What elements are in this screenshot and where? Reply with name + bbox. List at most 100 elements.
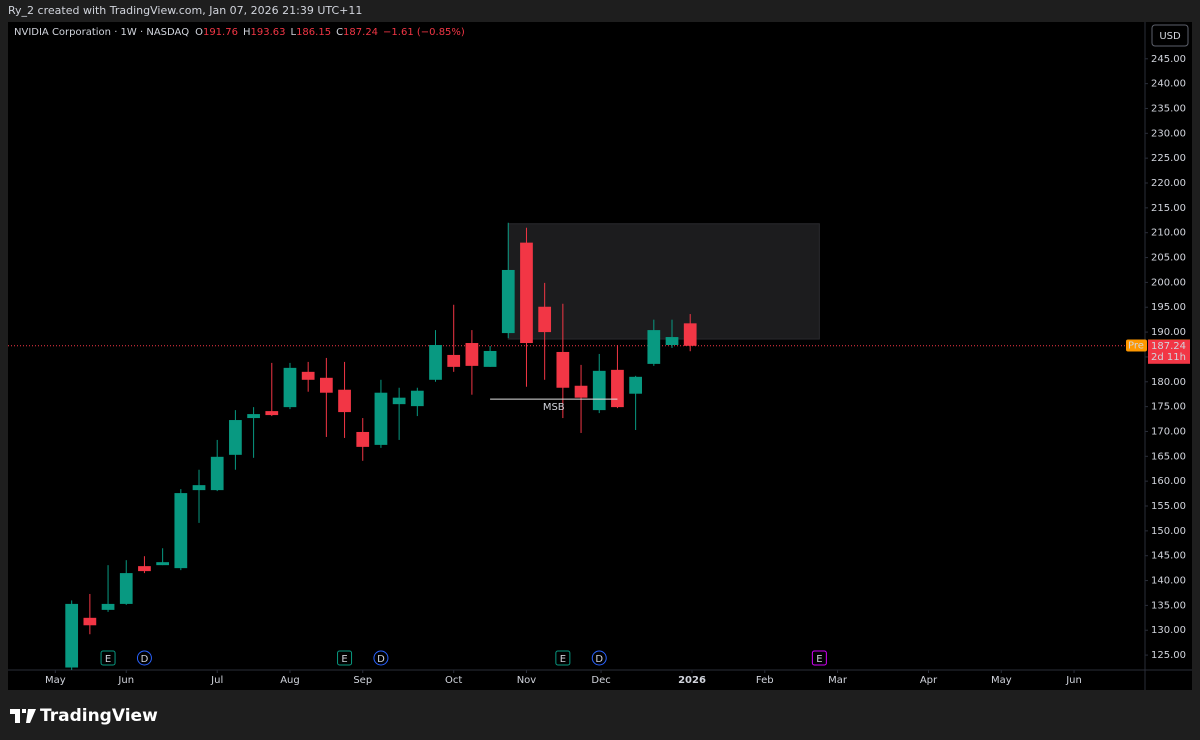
candle-body <box>319 377 333 393</box>
logo-icon <box>10 709 36 723</box>
y-tick-label: 210.00 <box>1151 228 1186 239</box>
event-badge <box>337 650 353 666</box>
x-tick-label: Apr <box>920 675 938 686</box>
y-tick-label: 230.00 <box>1151 128 1186 139</box>
y-tick-label: 220.00 <box>1151 178 1186 189</box>
candle-body <box>210 456 224 491</box>
candle-body <box>374 392 388 445</box>
event-label: E <box>816 654 822 665</box>
candle-body <box>647 330 661 364</box>
candle-body <box>156 562 169 566</box>
x-tick-label: Dec <box>591 675 610 686</box>
currency-button[interactable] <box>1151 24 1189 47</box>
candle-body <box>447 354 461 367</box>
y-tick-label: 235.00 <box>1151 103 1186 114</box>
last-price: 187.24 <box>1151 341 1186 352</box>
ohlc-value: 186.15 <box>296 27 332 38</box>
candle-body <box>665 337 679 346</box>
x-tick-label: May <box>991 675 1012 686</box>
last-price-tag <box>1148 339 1190 364</box>
pre-tag <box>1126 339 1147 352</box>
y-tick-label: 170.00 <box>1151 426 1186 437</box>
brand: TradingView <box>40 706 158 726</box>
candle-body <box>283 367 297 408</box>
candle-body <box>556 351 570 388</box>
candle-body <box>465 343 479 366</box>
y-tick-label: 200.00 <box>1151 277 1186 288</box>
candle-body <box>229 420 242 455</box>
x-tick-label: Nov <box>517 675 537 686</box>
candle-body <box>483 350 497 367</box>
x-tick-label: Aug <box>280 675 300 686</box>
ohlc-label: O <box>195 27 203 38</box>
pre-label: Pre <box>1128 341 1144 352</box>
y-tick-label: 135.00 <box>1151 600 1186 611</box>
currency[interactable]: USD <box>1159 31 1181 42</box>
ohlc-label: L <box>290 27 297 38</box>
ohlc-label: H <box>242 27 251 38</box>
y-tick-label: 205.00 <box>1151 253 1186 264</box>
y-tick-label: 150.00 <box>1151 526 1186 537</box>
event-badge <box>100 650 116 666</box>
event-badge <box>136 650 152 666</box>
y-tick-label: 190.00 <box>1151 327 1186 338</box>
ohlc-value: 193.63 <box>250 27 286 38</box>
candle-body <box>611 369 624 408</box>
event-label: D <box>141 654 149 665</box>
candle-body <box>174 493 188 569</box>
candle-body <box>119 573 133 604</box>
y-tick-label: 125.00 <box>1151 650 1186 661</box>
event-label: E <box>341 654 347 665</box>
y-tick-label: 140.00 <box>1151 576 1186 587</box>
y-tick-label: 225.00 <box>1151 153 1186 164</box>
y-tick-label: 180.00 <box>1151 377 1186 388</box>
y-tick-label: 145.00 <box>1151 551 1186 562</box>
y-tick-label: 165.00 <box>1151 451 1186 462</box>
event-label: D <box>595 654 603 665</box>
y-tick-label: 175.00 <box>1151 402 1186 413</box>
symbol: NVIDIA Corporation · 1W · NASDAQ <box>14 27 190 38</box>
event-badge <box>373 650 389 666</box>
x-tick-label: Mar <box>828 675 848 686</box>
candle-body <box>592 370 606 411</box>
candle-body <box>629 376 642 394</box>
candle-body <box>392 397 406 405</box>
y-tick-label: 245.00 <box>1151 54 1186 65</box>
candle-body <box>356 431 370 447</box>
chart-area <box>8 22 1192 690</box>
candle-body <box>301 371 315 380</box>
msb-label: MSB <box>543 402 565 413</box>
y-tick-label: 130.00 <box>1151 625 1186 636</box>
candle-body <box>574 385 588 398</box>
y-tick-label: 160.00 <box>1151 476 1186 487</box>
candle-body <box>247 414 260 419</box>
x-tick-label: Oct <box>445 675 462 686</box>
zone <box>507 223 820 340</box>
candle-body <box>429 345 442 380</box>
candle-body <box>683 323 697 346</box>
y-tick-label: 195.00 <box>1151 302 1186 313</box>
change: −1.61 (−0.85%) <box>383 27 465 38</box>
x-tick-label: 2026 <box>678 675 706 686</box>
event-label: D <box>377 654 385 665</box>
header: Ry_2 created with TradingView.com, Jan 0… <box>8 4 363 17</box>
legend: NVIDIA Corporation · 1W · NASDAQ O 191.76… <box>14 27 470 38</box>
y-tick-label: 155.00 <box>1151 501 1186 512</box>
event-label: E <box>105 654 111 665</box>
event-badge <box>555 650 571 666</box>
y-tick-label: 240.00 <box>1151 79 1186 90</box>
candle-body <box>501 269 515 334</box>
candle-body <box>138 566 151 572</box>
candle-body <box>410 390 424 407</box>
x-tick-label: Sep <box>353 675 372 686</box>
candle-body <box>83 617 97 626</box>
candle-body <box>538 306 552 333</box>
candle-body <box>65 603 79 668</box>
ohlc-value: 191.76 <box>202 27 238 38</box>
y-tick-label: 215.00 <box>1151 203 1186 214</box>
x-tick-label: May <box>45 675 66 686</box>
x-tick-label: Jul <box>210 675 223 686</box>
candle-body <box>265 411 279 416</box>
